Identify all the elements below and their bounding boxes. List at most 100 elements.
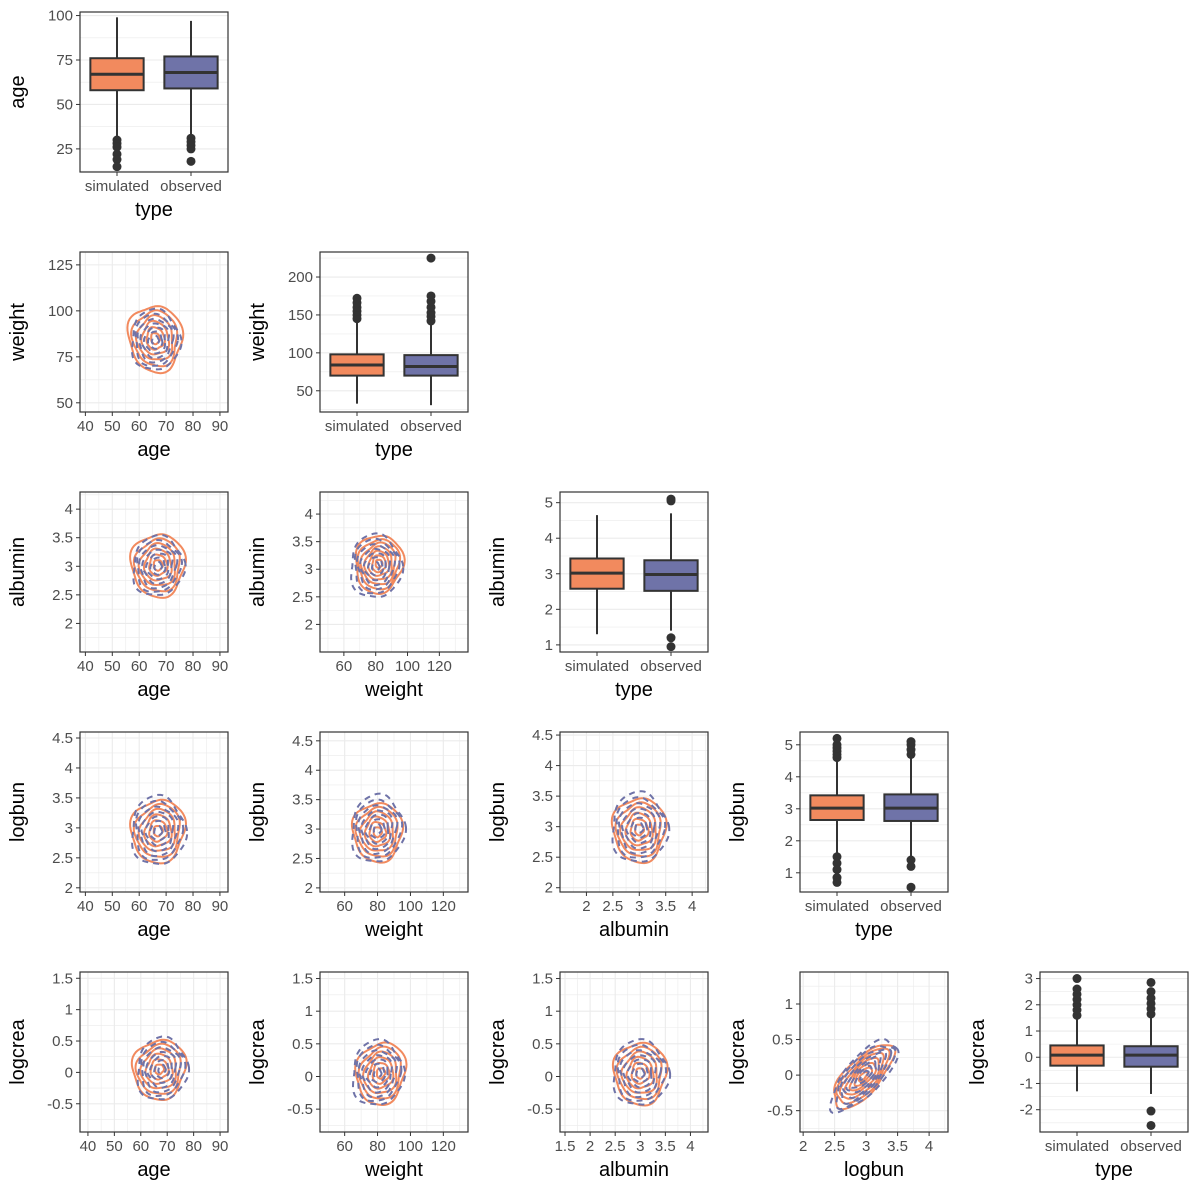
- contour-line: [351, 792, 407, 863]
- contours: [828, 1038, 900, 1115]
- contour-line: [854, 1064, 874, 1086]
- panel-logbun-vs-type: simulated observed 1 2 3 4 5 type logbun: [727, 731, 949, 941]
- outlier-point: [906, 861, 916, 871]
- x-tick-label: 70: [158, 418, 175, 435]
- x-axis-title: weight: [364, 1159, 423, 1181]
- x-axis-title: logbun: [844, 1159, 904, 1181]
- series-observed: [131, 793, 189, 866]
- y-tick-label: 3: [545, 566, 553, 583]
- contour-line: [356, 543, 396, 591]
- contour-line: [137, 541, 176, 587]
- contour-line: [635, 1067, 646, 1079]
- outlier-point: [352, 293, 362, 303]
- contour-line: [357, 804, 399, 855]
- series-observed: [612, 1038, 672, 1106]
- y-tick-label: 4: [545, 758, 553, 775]
- contour-line: [157, 1063, 167, 1075]
- y-tick-label: 1: [785, 865, 793, 882]
- contour-line: [136, 1035, 191, 1101]
- y-axis-title: albumin: [7, 537, 29, 607]
- x-tick-label: 4: [686, 1138, 694, 1155]
- contour-line: [138, 544, 179, 590]
- x-tick-label: simulated: [325, 418, 389, 435]
- panel-border: [79, 491, 229, 653]
- box-observed: [883, 737, 939, 892]
- panel-border: [319, 731, 469, 893]
- panel-border: [319, 491, 469, 653]
- panel-background: [80, 732, 228, 892]
- x-axis-title: age: [137, 919, 170, 941]
- x-tick-label: 40: [77, 418, 94, 435]
- x-axis-title: albumin: [599, 919, 669, 941]
- panel-logbun-vs-age: 40 50 60 70 80 90 2 2.5 3 3.5 4 4.5 age logbun: [7, 730, 229, 941]
- outlier-point: [1146, 987, 1156, 997]
- contour-line: [368, 821, 388, 844]
- y-tick-label: 5: [785, 737, 793, 754]
- contour-line: [614, 801, 662, 858]
- contour-line: [150, 334, 161, 346]
- x-tick-label: observed: [640, 658, 702, 675]
- contour-line: [366, 556, 385, 577]
- x-axis-title: weight: [364, 679, 423, 701]
- contour-line: [619, 1049, 663, 1099]
- outlier-point: [1072, 974, 1082, 984]
- contour-line: [354, 798, 404, 859]
- x-tick-label: 90: [212, 418, 229, 435]
- box-simulated: [809, 733, 865, 887]
- contour-line: [354, 1041, 408, 1107]
- panel-albumin-vs-age: 40 50 60 70 80 90 2 2.5 3 3.5 4 age albumin: [7, 491, 229, 701]
- panel-border: [79, 251, 229, 413]
- contours: [130, 1035, 191, 1101]
- x-axis-title: age: [137, 1159, 170, 1181]
- series-observed: [130, 307, 183, 371]
- y-tick-label: -0.5: [527, 1101, 553, 1118]
- box-simulated: [569, 515, 625, 635]
- x-tick-label: 60: [336, 898, 353, 915]
- y-tick-label: 4: [305, 762, 313, 779]
- outlier-point: [906, 882, 916, 892]
- x-axis-title: age: [137, 679, 170, 701]
- x-tick-label: 50: [104, 418, 121, 435]
- outlier-point: [426, 291, 436, 301]
- contour-line: [839, 1047, 893, 1105]
- gridlines: [320, 732, 468, 892]
- contour-line: [140, 1040, 187, 1098]
- y-tick-label: 2: [1025, 997, 1033, 1014]
- y-tick-label: 100: [288, 345, 313, 362]
- contour-line: [372, 823, 383, 835]
- x-tick-label: simulated: [1045, 1138, 1109, 1155]
- y-tick-label: 1.5: [532, 971, 553, 988]
- x-tick-label: 2.5: [605, 1138, 626, 1155]
- panel-background: [560, 972, 708, 1132]
- y-tick-label: 3.5: [292, 792, 313, 809]
- y-tick-label: 2.5: [292, 589, 313, 606]
- contour-line: [146, 330, 164, 350]
- contour-line: [153, 560, 164, 572]
- x-tick-label: 70: [158, 898, 175, 915]
- contour-line: [139, 322, 170, 360]
- panel-weight-vs-type: simulated observed 50 100 150 200 type weight: [247, 251, 469, 461]
- contour-line: [842, 1050, 888, 1100]
- contour-line: [143, 547, 173, 582]
- y-tick-label: 2: [545, 601, 553, 618]
- contours: [611, 1038, 672, 1107]
- y-tick-label: 0: [305, 1068, 313, 1085]
- y-tick-label: 2.5: [52, 850, 73, 867]
- y-tick-label: 1: [1025, 1023, 1033, 1040]
- contour-line: [143, 326, 166, 355]
- y-tick-label: 1: [545, 1003, 553, 1020]
- contour-line: [611, 790, 671, 863]
- contour-line: [354, 534, 406, 596]
- contour-line: [368, 1062, 386, 1084]
- y-tick-label: 3: [1025, 971, 1033, 988]
- x-tick-label: 1.5: [555, 1138, 576, 1155]
- y-tick-label: 4.5: [52, 730, 73, 747]
- panel-background: [80, 12, 228, 172]
- gridlines: [800, 744, 948, 890]
- contours: [129, 533, 188, 599]
- x-tick-label: 80: [185, 1138, 202, 1155]
- contour-line: [626, 1058, 653, 1089]
- contour-line: [139, 1047, 177, 1090]
- outlier-point: [832, 865, 842, 875]
- contour-line: [148, 553, 169, 577]
